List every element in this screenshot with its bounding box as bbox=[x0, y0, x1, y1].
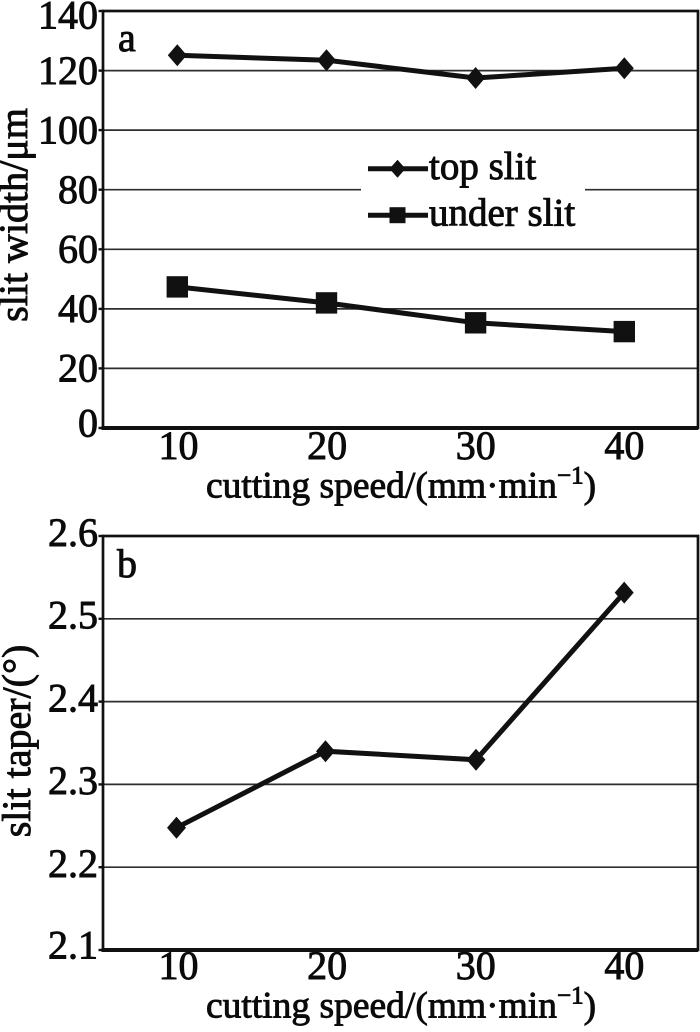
svg-text:0: 0 bbox=[78, 401, 98, 446]
svg-text:80: 80 bbox=[58, 167, 98, 212]
svg-text:2.3: 2.3 bbox=[48, 758, 98, 803]
svg-text:40: 40 bbox=[604, 423, 644, 468]
svg-text:30: 30 bbox=[456, 423, 496, 468]
svg-text:40: 40 bbox=[58, 286, 98, 331]
svg-text:10: 10 bbox=[159, 943, 199, 988]
svg-text:top slit: top slit bbox=[429, 145, 536, 188]
svg-text:10: 10 bbox=[159, 423, 199, 468]
svg-text:slit taper/(°): slit taper/(°) bbox=[0, 645, 39, 838]
svg-text:cutting speed/(mm·min−1): cutting speed/(mm·min−1) bbox=[206, 463, 596, 507]
svg-text:2.6: 2.6 bbox=[48, 510, 98, 555]
svg-text:100: 100 bbox=[38, 108, 98, 153]
svg-text:2.2: 2.2 bbox=[48, 841, 98, 886]
svg-text:140: 140 bbox=[38, 0, 98, 38]
svg-text:120: 120 bbox=[38, 48, 98, 93]
svg-text:2.1: 2.1 bbox=[48, 923, 98, 968]
svg-text:under slit: under slit bbox=[429, 192, 575, 235]
svg-text:cutting speed/(mm·min−1): cutting speed/(mm·min−1) bbox=[206, 983, 596, 1027]
svg-text:40: 40 bbox=[604, 943, 644, 988]
svg-text:20: 20 bbox=[307, 943, 347, 988]
svg-text:20: 20 bbox=[58, 346, 98, 391]
svg-text:60: 60 bbox=[58, 227, 98, 272]
svg-text:b: b bbox=[117, 541, 137, 586]
svg-text:2.5: 2.5 bbox=[48, 593, 98, 638]
svg-text:a: a bbox=[118, 15, 136, 60]
svg-text:slit width/μm: slit width/μm bbox=[0, 108, 36, 322]
svg-text:30: 30 bbox=[456, 943, 496, 988]
svg-text:20: 20 bbox=[307, 423, 347, 468]
svg-text:2.4: 2.4 bbox=[48, 676, 98, 721]
